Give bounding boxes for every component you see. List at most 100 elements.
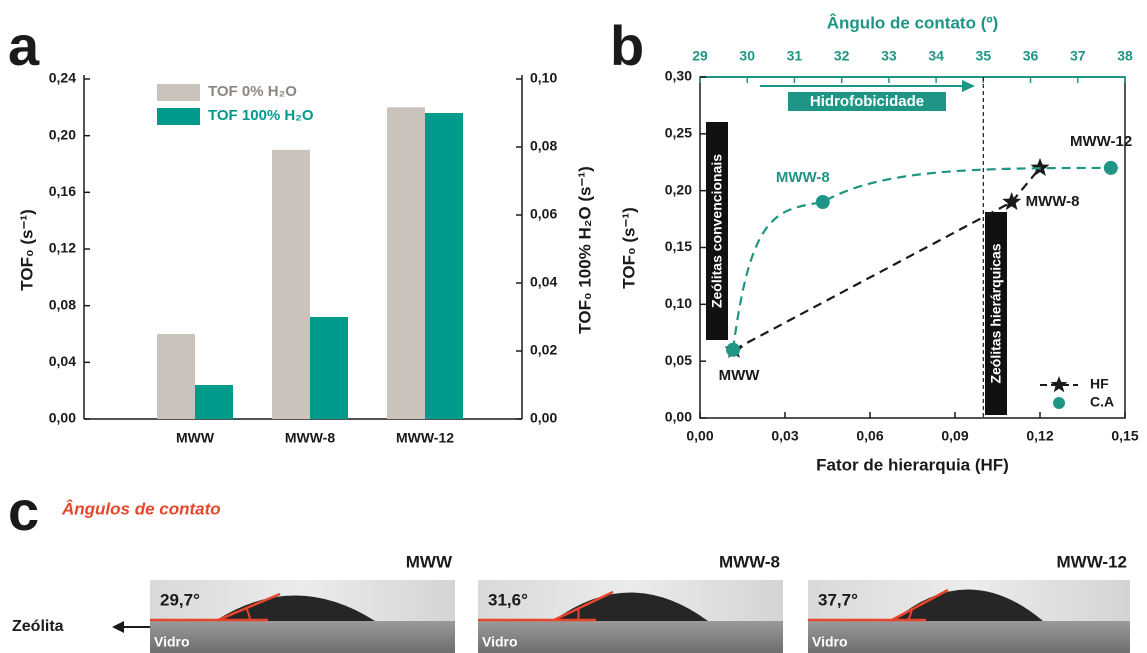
contact-angle: 37,7° <box>818 590 858 609</box>
x2-tick-label: 33 <box>881 48 897 64</box>
glass-label: Vidro <box>154 634 190 650</box>
legend-label: TOF 100% H₂O <box>208 107 314 124</box>
legend-marker <box>1050 376 1068 393</box>
y2-tick-label: 0,08 <box>530 138 557 154</box>
y-tick-label: 0,12 <box>49 240 76 256</box>
point <box>1002 192 1022 211</box>
point <box>1103 160 1118 175</box>
legend-label: HF <box>1090 376 1109 392</box>
y-tick-label: 0,24 <box>49 70 76 86</box>
x-tick-label: 0,15 <box>1111 428 1138 444</box>
angle-arc <box>245 607 251 621</box>
x2-tick-label: 31 <box>787 48 803 64</box>
photo-glass <box>478 621 783 653</box>
bar <box>425 113 463 419</box>
y-tick-label: 0,30 <box>665 68 692 84</box>
x-tick-label: 0,12 <box>1026 428 1053 444</box>
y2-axis-title: TOF₀ 100% H₂O (s⁻¹) <box>575 166 594 333</box>
legend-marker <box>1053 397 1065 409</box>
y-tick-label: 0,15 <box>665 238 692 254</box>
x2-tick-label: 30 <box>739 48 755 64</box>
bar <box>272 149 310 420</box>
bar <box>195 385 233 419</box>
legend-swatch <box>157 84 200 101</box>
x-tick-label: MWW-12 <box>396 430 454 446</box>
x-tick-label: 0,03 <box>771 428 798 444</box>
point <box>815 195 830 210</box>
annotation: Hidrofobicidade <box>810 93 924 110</box>
glass-label: Vidro <box>812 634 848 650</box>
legend-label: TOF 0% H₂O <box>208 83 297 100</box>
x-tick-label: 0,06 <box>856 428 883 444</box>
y2-tick-label: 0,04 <box>530 274 557 290</box>
x-tick-label: 0,00 <box>686 428 713 444</box>
panel-title: Ângulos de contato <box>61 499 221 518</box>
y-tick-label: 0,00 <box>665 409 692 425</box>
angle-arc <box>907 607 913 621</box>
annotation-box <box>788 92 946 111</box>
region-label: Zeólitas convencionais <box>709 154 725 308</box>
y-axis-title: TOF₀ (s⁻¹) <box>619 207 638 288</box>
droplet <box>553 592 708 621</box>
arrow-head <box>962 80 975 92</box>
tangent <box>891 588 949 622</box>
point-label: MWW-8 <box>1026 193 1080 210</box>
bar <box>387 107 425 419</box>
y-tick-label: 0,25 <box>665 125 692 141</box>
y-tick-label: 0,04 <box>49 353 76 369</box>
substrate-label: Zeólita <box>12 618 64 635</box>
region-box <box>985 212 1007 415</box>
bar <box>310 317 348 419</box>
glass-label: Vidro <box>482 634 518 650</box>
x2-tick-label: 34 <box>928 48 944 64</box>
sample-name: MWW <box>406 552 453 571</box>
y-axis-title: TOF₀ (s⁻¹) <box>17 209 36 290</box>
y-tick-label: 0,20 <box>665 181 692 197</box>
contact-angle: 29,7° <box>160 590 200 609</box>
point-label: MWW-8 <box>776 169 830 186</box>
panel-label: b <box>610 14 644 77</box>
y2-tick-label: 0,10 <box>530 70 557 86</box>
droplet <box>215 595 375 621</box>
droplet <box>893 589 1043 621</box>
point-label: MWW-12 <box>1070 133 1132 150</box>
y2-tick-label: 0,00 <box>530 410 557 426</box>
y-tick-label: 0,10 <box>665 295 692 311</box>
contact-angle: 31,6° <box>488 590 528 609</box>
panel-label: a <box>8 14 40 77</box>
y-tick-label: 0,08 <box>49 296 76 312</box>
x-tick-label: MWW <box>176 430 215 446</box>
x2-tick-label: 37 <box>1070 48 1086 64</box>
photo-glass <box>808 621 1130 653</box>
x-tick-label: MWW-8 <box>285 430 335 446</box>
region-label: Zeólitas hierárquicas <box>988 243 1004 383</box>
x-tick-label: 0,09 <box>941 428 968 444</box>
substrate-arrow-head <box>112 621 124 633</box>
tangent <box>217 592 281 622</box>
x2-tick-label: 29 <box>692 48 708 64</box>
point <box>1030 157 1050 176</box>
legend-label: C.A <box>1090 394 1114 410</box>
x2-tick-label: 38 <box>1117 48 1133 64</box>
y-tick-label: 0,16 <box>49 183 76 199</box>
y2-tick-label: 0,06 <box>530 206 557 222</box>
x2-tick-label: 35 <box>976 48 992 64</box>
photo-glass <box>150 621 455 653</box>
plot-frame <box>699 76 1126 419</box>
y-tick-label: 0,20 <box>49 126 76 142</box>
x-axis-title: Fator de hierarquia (HF) <box>816 455 1009 474</box>
point <box>726 342 741 357</box>
x2-axis-title: Ângulo de contato (º) <box>827 13 998 32</box>
tangent <box>553 590 614 622</box>
sample-name: MWW-8 <box>719 552 780 571</box>
legend-swatch <box>157 108 200 125</box>
sample-name: MWW-12 <box>1057 552 1127 571</box>
panel-label: c <box>8 479 39 542</box>
point-label: MWW <box>719 367 761 384</box>
y-tick-label: 0,05 <box>665 352 692 368</box>
angle-arc <box>577 607 580 621</box>
y-tick-label: 0,00 <box>49 410 76 426</box>
x2-tick-label: 32 <box>834 48 850 64</box>
x2-tick-label: 36 <box>1023 48 1039 64</box>
